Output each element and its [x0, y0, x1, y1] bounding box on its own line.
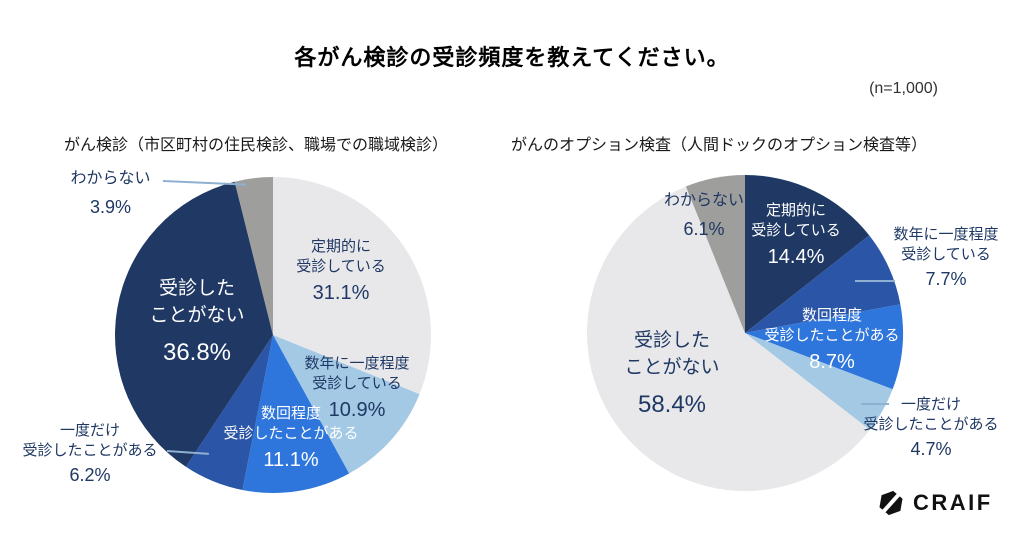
slice-label-text: わからない [663, 192, 744, 209]
slice-label-never: 受診した ことがない 58.4% [592, 328, 752, 420]
slice-label-pct: 36.8% [162, 339, 232, 367]
pie-1-slice-0 [745, 175, 870, 333]
slice-label-never: 受診した ことがない 36.8% [117, 276, 277, 368]
slice-label-pct: 3.9% [89, 196, 132, 217]
slice-label-several-times: 数回程度 受診したことがある 11.1% [205, 404, 377, 473]
pie-0-slice-0 [273, 177, 432, 395]
slice-label-text: 受診した ことがない [149, 278, 245, 326]
slice-label-dont-know: わからない 6.1% [630, 191, 778, 241]
pie-0-slice-2 [242, 335, 350, 493]
slice-label-pct: 11.1% [263, 449, 319, 471]
slice-label-pct: 10.9% [328, 399, 386, 421]
slice-label-pct: 14.4% [767, 246, 825, 268]
pie-1-slice-5 [685, 175, 745, 333]
slice-label-only-once: 一度だけ 受診したことがある 4.7% [845, 395, 1017, 461]
pie-1-slice-3 [745, 333, 893, 430]
craif-logo-icon [877, 489, 905, 517]
pie-0-slice-5 [234, 177, 273, 335]
slice-label-pct: 8.7% [809, 351, 855, 373]
slice-label-once-few-years: 数年に一度程度 受診している 7.7% [870, 225, 1022, 291]
chart-left-subtitle: がん検診（市区町村の住民検診、職場での職域検診） [64, 137, 449, 154]
slice-label-text: 一度だけ 受診したことがある [863, 396, 999, 433]
slice-label-regular: 定期的に 受診している 31.1% [261, 237, 421, 306]
slice-label-pct: 7.7% [925, 269, 967, 289]
slice-label-text: 受診した ことがない [624, 330, 720, 378]
slice-label-regular: 定期的に 受診している 14.4% [716, 201, 876, 270]
pie-0-slice-4 [115, 181, 273, 467]
page-title: 各がん検診の受診頻度を教えてください。 [294, 45, 730, 70]
pie-0-slice-3 [185, 335, 273, 491]
pie-1-slice-4 [587, 186, 870, 491]
pie-0-slice-1 [273, 335, 420, 474]
craif-logo-text: CRAIF [913, 490, 993, 515]
slice-label-text: 一度だけ 受診したことがある [22, 422, 158, 459]
pie-chart-optional-tests [587, 175, 903, 491]
pie-1-slice-2 [745, 304, 903, 390]
slice-label-text: わからない [70, 170, 151, 187]
slice-label-text: 数回程度 受診したことがある [223, 405, 359, 442]
slice-label-pct: 4.7% [910, 439, 952, 459]
sample-size-label: (n=1,000) [869, 80, 938, 97]
leader-line [855, 280, 895, 282]
slice-label-pct: 6.1% [683, 218, 725, 239]
slice-label-pct: 6.2% [69, 465, 111, 485]
slice-label-text: 定期的に 受診している [751, 202, 841, 239]
slice-label-only-once: 一度だけ 受診したことがある 6.2% [8, 421, 172, 487]
craif-logo: CRAIF [877, 489, 993, 517]
pie-1-slice-1 [745, 235, 901, 333]
slice-label-once-few-years: 数年に一度程度 受診している 10.9% [272, 354, 442, 423]
leader-line [861, 403, 889, 405]
slice-label-text: 数年に一度程度 受診している [893, 226, 999, 263]
pie-chart-cancer-screening [115, 177, 432, 493]
slice-label-text: 定期的に 受診している [296, 238, 386, 275]
slice-label-pct: 58.4% [637, 391, 707, 419]
slice-label-text: 数年に一度程度 受診している [304, 355, 410, 392]
slice-label-several-times: 数回程度 受診したことがある 8.7% [746, 306, 918, 375]
slice-label-dont-know: わからない 3.9% [38, 169, 183, 219]
chart-right-subtitle: がんのオプション検査（人間ドックのオプション検査等） [511, 137, 928, 154]
slice-label-text: 数回程度 受診したことがある [764, 307, 900, 344]
slice-label-pct: 31.1% [312, 282, 370, 304]
